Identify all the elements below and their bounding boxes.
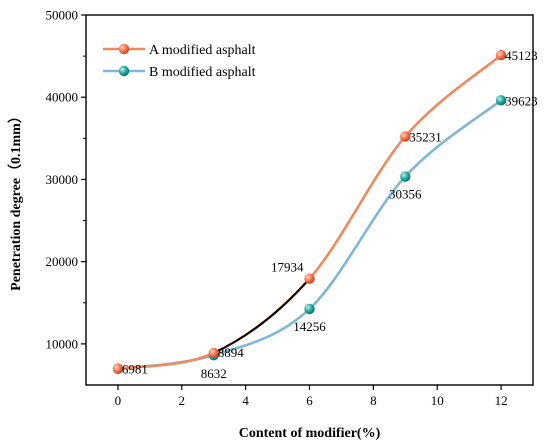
data-label-a: 35231 (409, 129, 442, 144)
legend-label-b: B modified asphalt (149, 65, 256, 80)
data-point-a (208, 347, 219, 359)
y-tick-label: 10000 (46, 336, 79, 351)
connector-line (213, 277, 311, 354)
y-tick-label: 50000 (46, 8, 79, 23)
series-markers (112, 49, 507, 374)
x-tick-label: 4 (242, 393, 249, 408)
data-label-b: 39623 (505, 93, 537, 108)
data-label-a: 45123 (505, 48, 537, 63)
data-point-b (495, 95, 507, 106)
data-label-b: 14256 (293, 319, 326, 334)
legend-marker-a (118, 43, 130, 55)
data-point-a (304, 273, 315, 284)
x-tick-label: 6 (306, 393, 313, 408)
data-label-b: 6981 (122, 362, 148, 377)
x-axis-title: Content of modifier(%) (239, 426, 381, 441)
y-tick-label: 20000 (46, 254, 79, 269)
legend-label-a: A modified asphalt (149, 43, 256, 58)
data-point-b (304, 303, 315, 315)
data-point-b (400, 171, 411, 182)
axes: 0 2 4 6 8 10 12 10000 20000 30000 40000 50000 (46, 8, 508, 409)
legend: A modified asphalt B modified asphalt (103, 43, 256, 80)
data-point-a (112, 363, 124, 374)
x-tick-label: 8 (370, 393, 377, 408)
y-tick-label: 40000 (46, 90, 79, 105)
x-tick-label: 10 (431, 393, 444, 408)
data-label-a: 17934 (271, 260, 304, 275)
series-lines (117, 54, 502, 370)
data-label-b: 8632 (201, 366, 227, 381)
y-axis-title: Penetration degree（0.1mm） (8, 109, 24, 291)
y-tick-label: 30000 (46, 172, 79, 187)
x-tick-label: 2 (179, 393, 186, 408)
data-labels: 8894 17934 35231 45123 6981 8632 14256 30356 396… (122, 48, 538, 381)
series-line-a (117, 54, 502, 370)
x-tick-label: 0 (115, 393, 122, 408)
data-point-a (400, 131, 411, 142)
data-label-a: 8894 (218, 345, 245, 360)
data-label-b: 30356 (389, 187, 422, 202)
data-point-a (495, 49, 507, 61)
x-tick-label: 12 (495, 393, 508, 408)
legend-marker-b (118, 65, 130, 77)
